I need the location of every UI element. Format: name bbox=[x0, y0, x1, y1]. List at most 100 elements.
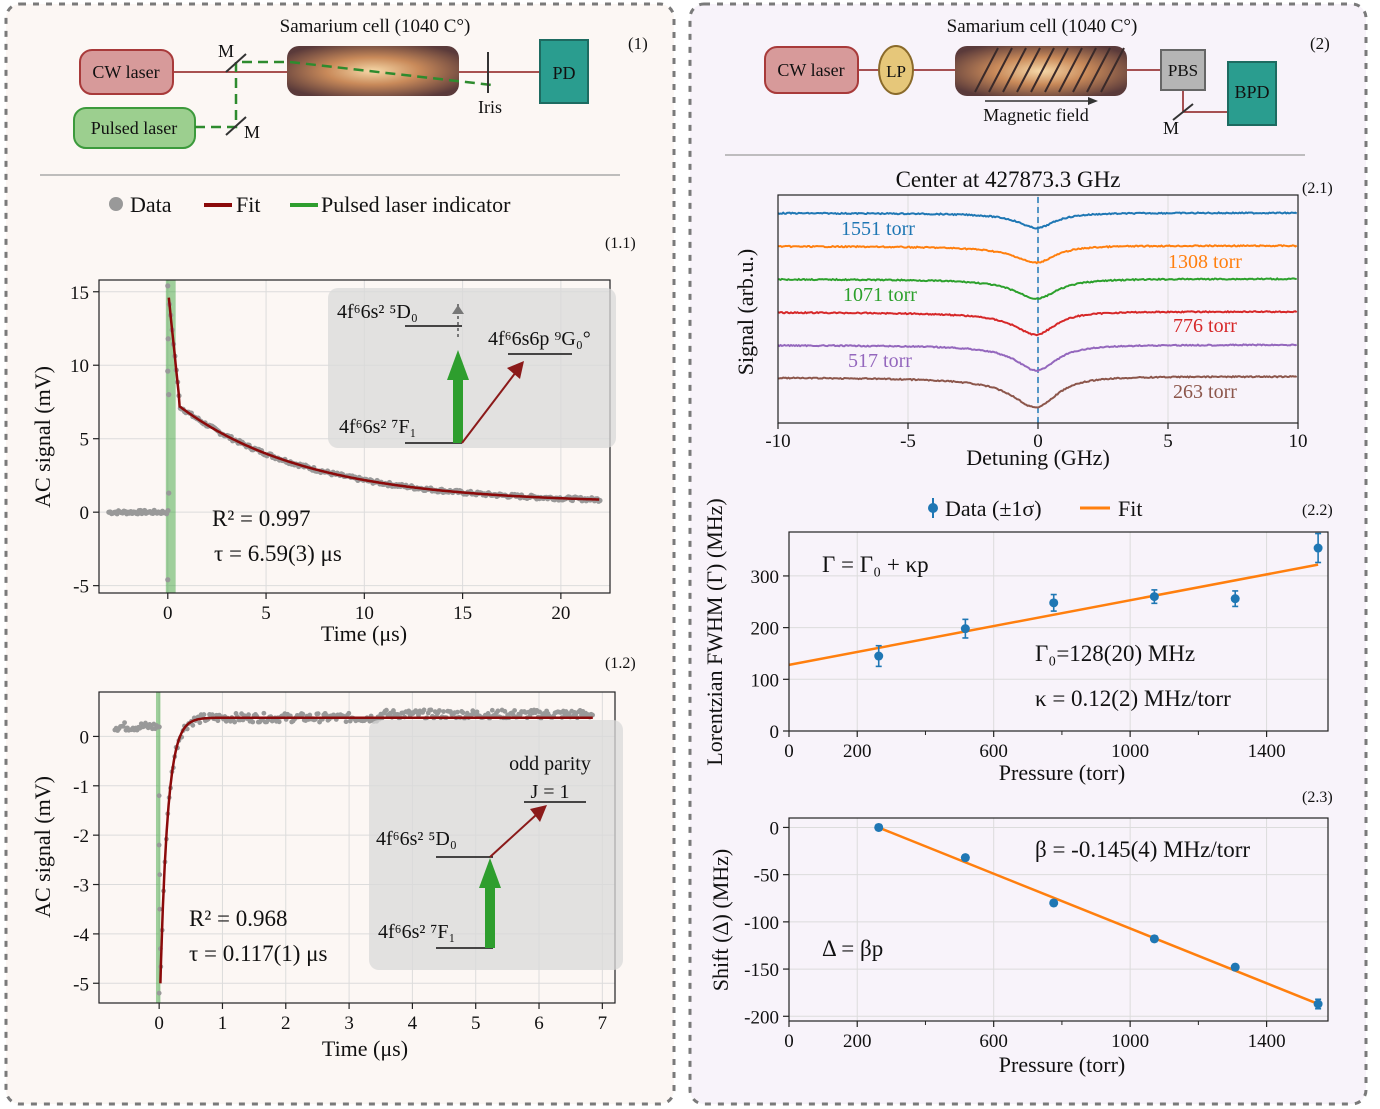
y-tick-label: -1 bbox=[73, 777, 89, 798]
x-axis-label-4: Pressure (torr) bbox=[999, 760, 1125, 785]
data-point bbox=[156, 842, 162, 848]
chart-2-3-tag: (2.3) bbox=[1302, 789, 1333, 806]
chart-2-1-tag: (2.1) bbox=[1302, 180, 1333, 197]
legend-fit-label: Fit bbox=[236, 192, 260, 217]
fit-line-2-2 bbox=[788, 563, 1319, 667]
y-axis-label-3: Signal (arb.u.) bbox=[733, 249, 758, 375]
data-point bbox=[307, 712, 313, 718]
x-tick-label: 5 bbox=[261, 603, 271, 624]
data-point bbox=[455, 709, 460, 715]
data-point bbox=[232, 719, 238, 725]
data-point bbox=[441, 709, 446, 714]
x-axis-label-5: Pressure (torr) bbox=[999, 1052, 1125, 1077]
chart-2-1: Center at 427873.3 GHz (2.1) 1551 torr 13… bbox=[733, 167, 1333, 470]
data-point bbox=[874, 651, 884, 661]
tau-label-2: τ = 0.117(1) μs bbox=[189, 941, 328, 966]
r2-label-1: R² = 0.997 bbox=[212, 506, 310, 531]
y-axis-label-5: Shift (Δ) (MHz) bbox=[708, 849, 733, 991]
panel-tag-2: (2) bbox=[1310, 34, 1330, 53]
data-point bbox=[165, 577, 171, 583]
data-point bbox=[489, 707, 495, 713]
tau-label-1: τ = 6.59(3) μs bbox=[214, 541, 342, 566]
mirror-label-1: M bbox=[218, 41, 234, 61]
y-tick-label: -5 bbox=[73, 974, 89, 995]
data-point bbox=[421, 707, 427, 713]
target-level-1: 4f⁶6s6p ⁹G₀° bbox=[488, 328, 591, 350]
data-point bbox=[215, 718, 221, 724]
x-tick-label: 5 bbox=[471, 1013, 481, 1034]
y-tick-label: 5 bbox=[80, 430, 90, 451]
magnetic-field-label: Magnetic field bbox=[983, 105, 1088, 125]
setup-1: (1) Samarium cell (1040 C°) CW laser Pul… bbox=[40, 16, 648, 176]
spectrum-line bbox=[777, 244, 1298, 265]
y-tick-label: 200 bbox=[751, 619, 780, 640]
lp-element bbox=[878, 45, 914, 95]
data-point bbox=[157, 906, 163, 912]
spectrum-line bbox=[777, 374, 1298, 409]
bpd-box bbox=[1227, 61, 1277, 126]
cw-laser-box-2 bbox=[764, 46, 859, 94]
data-point bbox=[165, 283, 171, 289]
series-label: 776 torr bbox=[1173, 315, 1237, 337]
data-point bbox=[874, 822, 884, 832]
data-point bbox=[201, 712, 207, 717]
x-tick-label: 0 bbox=[784, 741, 794, 762]
data-point bbox=[1049, 898, 1059, 908]
data-point bbox=[165, 336, 171, 342]
legend-data2-label: Data (±1σ) bbox=[945, 496, 1042, 521]
legend-1: Data Fit Pulsed laser indicator bbox=[109, 192, 511, 217]
data-point bbox=[512, 708, 517, 713]
upper-level-2: 4f⁶6s² ⁵D₀ bbox=[376, 828, 457, 850]
gamma0-label: Γ₀=128(20) MHz bbox=[1035, 641, 1195, 666]
data-point bbox=[156, 793, 162, 799]
x-tick-label: 15 bbox=[453, 603, 472, 624]
series-label: 1071 torr bbox=[843, 284, 917, 306]
y-tick-label: 10 bbox=[70, 356, 89, 377]
y-tick-label: -200 bbox=[744, 1007, 779, 1028]
lower-level-2: 4f⁶6s² ⁷F₁ bbox=[378, 921, 455, 943]
y-axis-label-1: AC signal (mV) bbox=[30, 366, 55, 508]
pbs-box bbox=[1160, 49, 1206, 91]
data-point bbox=[157, 872, 163, 878]
data-point bbox=[190, 722, 196, 728]
fit-curve-1 bbox=[167, 297, 600, 501]
x-tick-label: 5 bbox=[1163, 431, 1173, 452]
data-point bbox=[300, 711, 306, 717]
x-axis-label-2: Time (μs) bbox=[322, 1036, 408, 1061]
x-tick-label: 600 bbox=[979, 1031, 1008, 1052]
data-point bbox=[474, 709, 480, 715]
odd-parity-label: odd parity bbox=[509, 753, 591, 775]
data-point bbox=[261, 710, 267, 716]
data-point bbox=[537, 709, 543, 715]
x-tick-label: 0 bbox=[163, 603, 173, 624]
chart-1-1: (1.1) 0 5 10 15 20 -5 0 5 10 15 Time (μs) AC sign… bbox=[30, 235, 636, 646]
setup-2: (2) Samarium cell (1040 C°) CW laser LP … bbox=[725, 16, 1330, 156]
data-point bbox=[166, 392, 172, 398]
data-point bbox=[276, 719, 282, 725]
r2-label-2: R² = 0.968 bbox=[189, 906, 287, 931]
legend-fit2-label: Fit bbox=[1118, 496, 1142, 521]
x-axis-label-3: Detuning (GHz) bbox=[966, 445, 1110, 470]
data-point bbox=[165, 368, 171, 374]
series-label: 1308 torr bbox=[1168, 251, 1242, 273]
level-inset-2 bbox=[369, 720, 623, 970]
chart-2-2: (2.2) 0 200 600 1000 1400 0 100 200 300 Pressure… bbox=[702, 498, 1333, 785]
y-tick-label: -50 bbox=[754, 866, 779, 887]
beta-label: β = -0.145(4) MHz/torr bbox=[1035, 837, 1250, 862]
model-label-2-3: Δ = βp bbox=[822, 936, 883, 961]
upper-level-1: 4f⁶6s² ⁵D₀ bbox=[337, 301, 418, 323]
y-axis-label-4: Lorentzian FWHM (Γ) (MHz) bbox=[702, 498, 727, 765]
x-tick-label: 600 bbox=[979, 741, 1008, 762]
y-tick-label: 0 bbox=[80, 503, 90, 524]
plot-frame-5 bbox=[788, 817, 1329, 1022]
pulse-window-1 bbox=[165, 280, 176, 593]
y-tick-label: -3 bbox=[73, 876, 89, 897]
chart-1-2: (1.2) 0 1 2 3 4 5 6 7 -5 -4 -3 -2 -1 0 Time (μs) AC s… bbox=[30, 655, 636, 1061]
pd-label: PD bbox=[552, 63, 575, 83]
chart-1-2-tag: (1.2) bbox=[605, 655, 636, 672]
x-tick-label: 200 bbox=[843, 741, 872, 762]
chart-2-3: (2.3) 0 200 600 1000 1400 0 -50 -100 -150 -200 Pr… bbox=[708, 789, 1333, 1077]
fit-line-2-3 bbox=[878, 826, 1319, 1006]
data-point bbox=[250, 719, 256, 725]
